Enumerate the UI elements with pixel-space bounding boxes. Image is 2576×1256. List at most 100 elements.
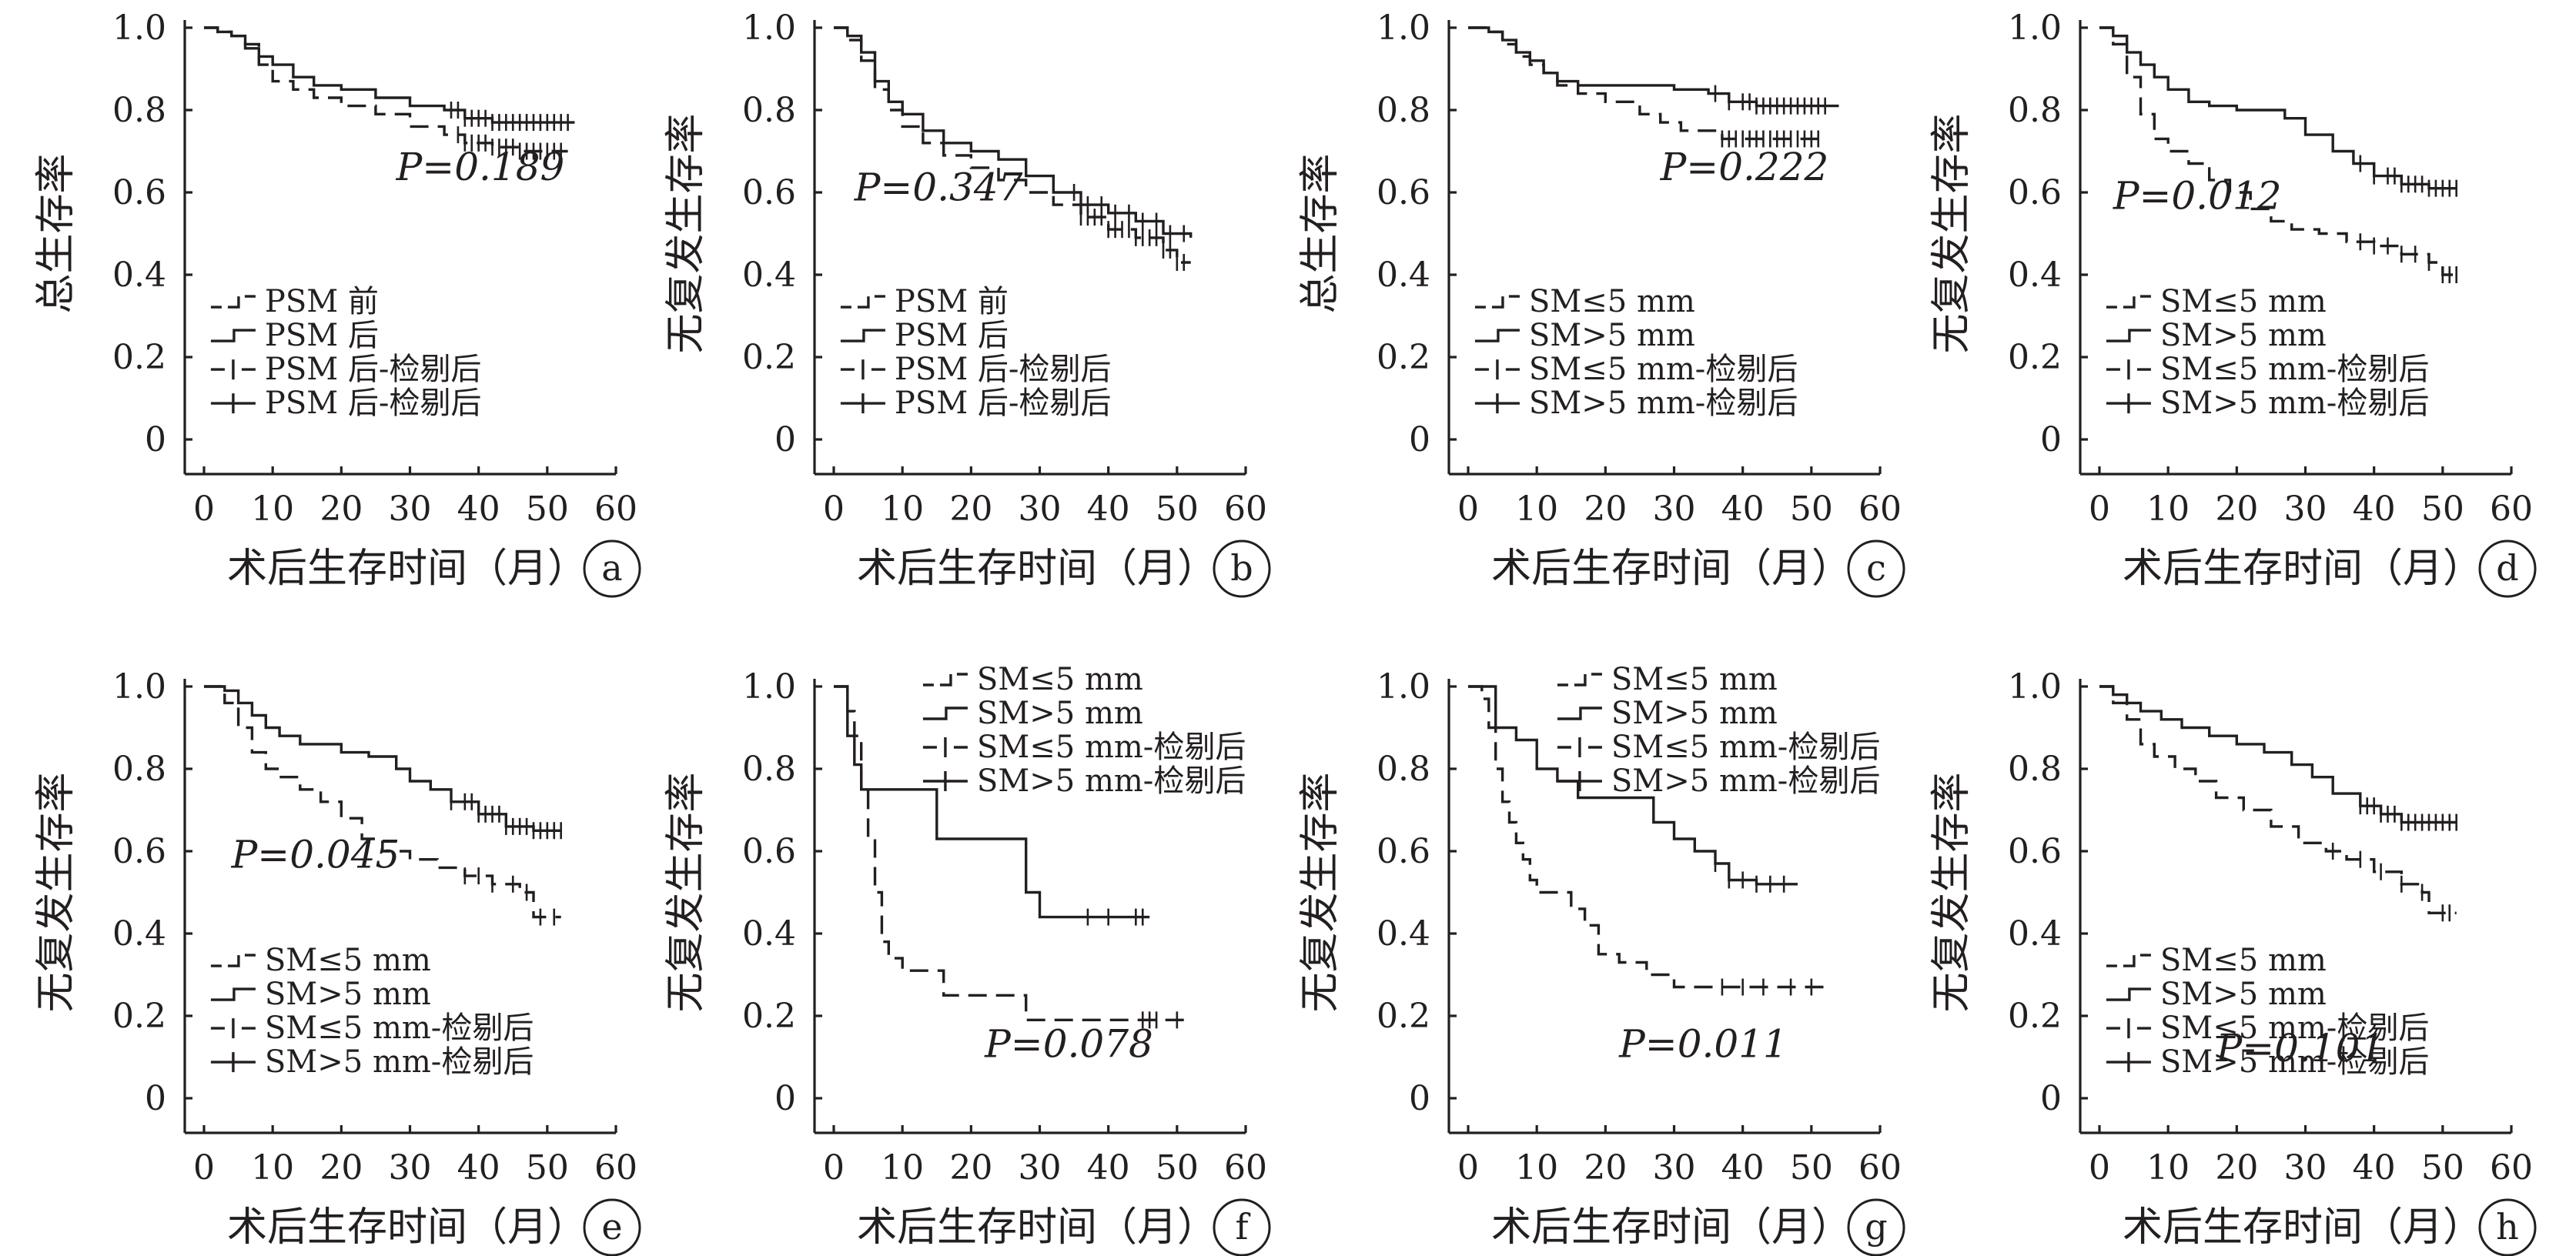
panel-letter: f [1235,1206,1250,1248]
legend-symbol-dashed-censor [922,737,968,757]
y-axis-label: 无复发生存率 [663,772,709,1012]
legend-symbol-solid-censor [1557,771,1602,791]
legend-label: SM≤5 mm-检剔后 [2160,1010,2429,1046]
panel-letter-circle [1847,539,1905,598]
x-tick-label: 50 [526,1148,569,1188]
legend-label: SM≤5 mm [977,662,1143,697]
p-value: P=0.045 [231,832,400,877]
p-value: P=0.011 [1618,1022,1788,1067]
x-tick-label: 30 [389,1148,432,1188]
legend-label: PSM 前 [895,284,1009,319]
x-tick-label: 30 [2284,1148,2327,1188]
x-axis-label: 术后生存时间（月） [1491,1204,1852,1251]
x-tick-label: 40 [457,1148,500,1188]
x-tick-label: 50 [1156,1148,1199,1188]
legend-symbol-dashed-censor [840,359,885,380]
legend-label: SM≤5 mm-检剔后 [1611,730,1880,765]
legend-label: SM>5 mm-检剔后 [1529,386,1798,421]
km-curve-solid [1468,685,1798,886]
x-tick-label: 20 [1584,489,1627,529]
legend-symbol-solid [840,329,885,342]
x-tick-label: 10 [1515,1148,1558,1188]
km-curve-dashed [204,685,561,919]
legend-symbol-dashed-censor [2106,359,2151,380]
legend-symbol-dashed [210,954,256,967]
x-tick-label: 60 [594,1148,637,1188]
panel-letter-circle [2478,1198,2537,1256]
legend-symbol-dashed-censor [1474,359,1520,380]
legend-label: PSM 后-检剔后 [895,386,1112,421]
panel-letter: h [2496,1206,2519,1248]
legend-symbol-solid [2106,329,2151,342]
km-panel-h: 0 0.2 0.4 0.6 0.8 1.0 0 10 20 30 40 50 60 无复发生存率术后生存时… [1929,667,2537,1256]
km-panel-a: 0 0.2 0.4 0.6 0.8 1.0 0 10 20 30 40 50 60 总生存率术后生存时间（… [33,8,641,598]
legend-label: SM>5 mm [265,977,431,1012]
y-tick-label: 0.4 [112,914,166,954]
legend-symbol-solid [210,987,256,1001]
km-panel-e: 0 0.2 0.4 0.6 0.8 1.0 0 10 20 30 40 50 60 无复发生存率术后生存时… [33,667,641,1256]
y-tick-label: 0.6 [742,832,796,871]
x-axis-label: 术后生存时间（月） [2123,1204,2483,1251]
x-tick-label: 30 [2284,489,2327,529]
y-tick-label: 0.2 [2008,997,2062,1036]
x-tick-label: 20 [319,489,363,529]
y-tick-label: 0 [2040,420,2062,459]
legend-label: SM>5 mm-检剔后 [2160,1044,2429,1080]
y-tick-label: 0.8 [112,91,166,130]
x-tick-label: 10 [251,1148,294,1188]
y-axis-label: 总生存率 [33,153,79,313]
panel-letter-circle [1847,1198,1905,1256]
x-tick-label: 50 [1156,489,1199,529]
x-tick-label: 0 [193,1148,215,1188]
y-tick-label: 0.6 [2008,173,2062,212]
x-tick-label: 10 [2146,1148,2190,1188]
x-tick-label: 60 [2490,489,2533,529]
km-curve-solid [834,26,1193,238]
legend-label: SM≤5 mm-检剔后 [977,730,1246,765]
y-tick-label: 0.6 [742,173,796,212]
p-value: P=0.222 [1660,145,1829,189]
legend-label: SM≤5 mm-检剔后 [265,1010,534,1046]
km-curve-solid [2099,685,2457,824]
km-curve-dashed [204,26,568,153]
x-tick-label: 40 [1721,489,1765,529]
km-curve-dashed [1468,685,1825,989]
y-tick-label: 0.4 [2008,914,2062,954]
km-curve-dashed [1468,26,1825,141]
y-axis-label: 总生存率 [1297,153,1343,313]
y-tick-label: 0.8 [2008,750,2062,789]
legend-label: SM>5 mm-检剔后 [2160,386,2429,421]
x-tick-label: 0 [823,489,845,529]
km-curve-solid [204,26,575,124]
panel-letter: d [2496,547,2518,589]
legend-label: SM>5 mm-检剔后 [265,1044,534,1080]
y-tick-label: 0 [774,420,796,459]
panel-letter-circle [1213,539,1271,598]
y-tick-label: 0.2 [742,997,796,1036]
x-axis-label: 术后生存时间（月） [227,1204,587,1251]
panel-letter-circle [583,1198,641,1256]
legend-symbol-solid [1557,706,1602,720]
x-axis-label: 术后生存时间（月） [857,1204,1217,1251]
legend-label: SM≤5 mm [2160,943,2327,978]
x-tick-label: 60 [1224,489,1267,529]
legend-label: SM≤5 mm [1529,284,1695,319]
y-tick-label: 0.2 [1377,338,1430,377]
x-axis-label: 术后生存时间（月） [227,546,587,592]
x-tick-label: 50 [1790,489,1833,529]
panel-letter: a [601,547,622,589]
x-tick-label: 60 [1858,489,1902,529]
x-tick-label: 20 [1584,1148,1627,1188]
y-tick-label: 0 [2040,1079,2062,1118]
y-tick-label: 0.4 [1377,256,1430,295]
x-tick-label: 0 [2089,489,2110,529]
p-value: P=0.189 [396,145,565,189]
y-tick-label: 1.0 [2008,667,2062,706]
y-tick-label: 0.8 [2008,91,2062,130]
y-tick-label: 0.2 [112,338,166,377]
legend-label: SM>5 mm [1529,318,1695,353]
